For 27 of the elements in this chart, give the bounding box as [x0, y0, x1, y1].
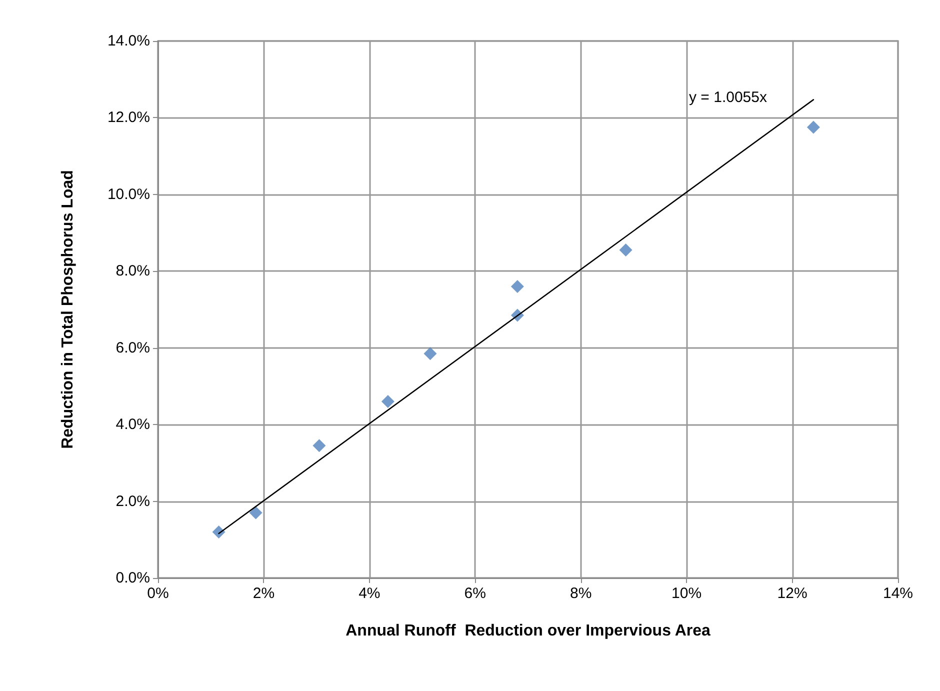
point: [619, 244, 632, 257]
annotation: y = 1.0055x: [689, 89, 768, 106]
x-tick-label: 8%: [570, 585, 592, 602]
x-tick-label: 14%: [882, 585, 914, 602]
y-tick-label: 2.0%: [116, 492, 150, 510]
point: [424, 347, 437, 360]
y-tick-label: 14.0%: [107, 32, 150, 50]
point: [212, 525, 226, 538]
point: [381, 395, 394, 408]
point: [806, 120, 820, 134]
x-axis-title: Annual Runoff Reduction over Impervious Area: [346, 622, 710, 640]
x-tick-label: 10%: [672, 585, 702, 602]
y-tick-label: 6.0%: [116, 339, 150, 356]
point: [312, 439, 326, 452]
x-tick-label: 12%: [777, 585, 808, 602]
x-tick-label: 2%: [252, 585, 275, 602]
point: [249, 506, 262, 520]
point: [510, 280, 524, 293]
y-tick-label: 10.0%: [107, 186, 150, 203]
y-tick-label: 12.0%: [107, 109, 150, 126]
x-tick-label: 6%: [464, 585, 486, 602]
y-tick-label: 0.0%: [116, 570, 150, 586]
y-tick-label: 8.0%: [116, 262, 150, 280]
x-tick-label: 0%: [147, 585, 169, 602]
x-tick-label: 4%: [358, 585, 380, 602]
y-axis-title: Reduction in Total Phosphorus Load: [60, 170, 76, 449]
y-tick-label: 4.0%: [116, 416, 150, 434]
